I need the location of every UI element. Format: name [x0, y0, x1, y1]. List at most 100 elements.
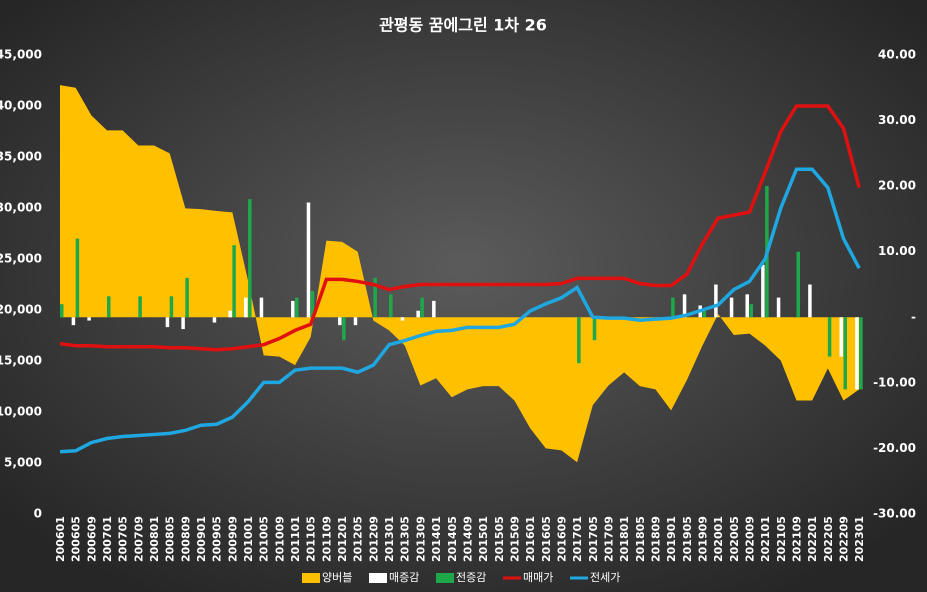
bar — [232, 245, 236, 318]
bar — [776, 297, 781, 318]
x-tick-label: 201209 — [367, 516, 380, 562]
x-tick-label: 200701 — [101, 516, 114, 562]
x-tick-label: 201905 — [681, 516, 694, 562]
x-tick-label: 201601 — [524, 516, 537, 562]
bar — [796, 251, 800, 318]
bar — [295, 297, 299, 318]
x-tick-label: 201405 — [446, 516, 459, 562]
bar — [839, 317, 843, 357]
bar — [291, 300, 295, 318]
bar — [310, 291, 315, 318]
bar — [827, 317, 832, 357]
x-tick-label: 202205 — [822, 516, 835, 562]
x-tick-label: 201401 — [430, 516, 443, 562]
bar — [671, 297, 675, 318]
bar — [212, 317, 217, 323]
x-tick-label: 201809 — [649, 516, 662, 562]
x-tick-label: 201605 — [540, 516, 553, 562]
x-tick-label: 201101 — [289, 516, 302, 562]
bar — [859, 317, 863, 390]
y2-tick-label: -30.00 — [873, 507, 916, 521]
x-tick-label: 201805 — [634, 516, 647, 562]
x-tick-label: 201305 — [399, 516, 412, 562]
chart-title: 관평동 꿈에그린 1차 26 — [379, 16, 547, 35]
y-tick-label: 0 — [34, 507, 42, 521]
x-tick-label: 201509 — [508, 516, 521, 562]
x-tick-label: 201705 — [587, 516, 600, 562]
bar — [169, 296, 174, 318]
area — [60, 85, 860, 463]
x-tick-label: 200905 — [211, 516, 224, 562]
bar — [682, 294, 687, 318]
line — [59, 167, 861, 454]
bar — [389, 294, 393, 318]
x-tick-label: 200605 — [70, 516, 83, 562]
x-tick-label: 201701 — [571, 516, 584, 562]
legend-swatch — [302, 573, 320, 583]
x-tick-label: 202001 — [712, 516, 725, 562]
y2-tick-label: -20.00 — [873, 441, 916, 455]
bar — [749, 304, 753, 318]
bar — [306, 202, 311, 318]
bar — [577, 317, 581, 364]
x-tick-label: 200609 — [85, 516, 98, 562]
x-tick-label: 201301 — [383, 516, 396, 562]
legend-label: 매증감 — [389, 571, 419, 584]
y2-tick-label: -10.00 — [873, 375, 916, 389]
x-tick-label: 201309 — [414, 516, 427, 562]
bar — [259, 297, 264, 318]
y-tick-label: 45,000 — [0, 48, 42, 62]
x-tick-label: 201001 — [242, 516, 255, 562]
x-tick-label: 201909 — [696, 516, 709, 562]
x-tick-label: 202109 — [790, 516, 803, 562]
bar — [714, 284, 718, 318]
x-tick-label: 200709 — [132, 516, 145, 562]
legend-label: 양버블 — [322, 571, 352, 584]
y-tick-label: 5,000 — [4, 456, 42, 470]
x-tick-label: 202105 — [775, 516, 788, 562]
x-tick-label: 201409 — [461, 516, 474, 562]
x-tick-label: 200809 — [179, 516, 192, 562]
x-tick-label: 201205 — [352, 516, 365, 562]
x-tick-label: 201609 — [555, 516, 568, 562]
x-tick-label: 201901 — [665, 516, 678, 562]
y-tick-label: 15,000 — [0, 354, 42, 368]
bar — [855, 317, 859, 390]
bar — [353, 317, 358, 326]
legend-label: 전증감 — [456, 571, 486, 584]
bar — [400, 317, 405, 321]
x-tick-label: 202101 — [759, 516, 772, 562]
bar — [107, 296, 111, 318]
y2-tick-label: 30.00 — [878, 113, 916, 127]
x-tick-label: 201801 — [618, 516, 631, 562]
bar — [181, 317, 185, 330]
bar — [432, 300, 436, 318]
bar — [843, 317, 847, 390]
x-tick-label: 201501 — [477, 516, 490, 562]
bar — [420, 297, 424, 318]
y2-tick-label: - — [911, 310, 916, 324]
x-tick-label: 200909 — [226, 516, 239, 562]
bar — [165, 317, 170, 328]
y-tick-label: 10,000 — [0, 405, 42, 419]
x-tick-label: 200901 — [195, 516, 208, 562]
bar — [761, 264, 765, 318]
y-tick-label: 30,000 — [0, 201, 42, 215]
legend-label: 전세가 — [590, 571, 620, 584]
bar — [244, 297, 248, 318]
x-tick-label: 202201 — [806, 516, 819, 562]
bar — [60, 304, 64, 318]
bar — [138, 296, 142, 318]
bar — [592, 317, 597, 341]
line — [59, 104, 861, 352]
x-tick-label: 200801 — [148, 516, 161, 562]
x-tick-label: 201005 — [258, 516, 271, 562]
x-tick-label: 202009 — [743, 516, 756, 562]
x-tick-label: 201109 — [320, 516, 333, 562]
bar — [228, 310, 232, 318]
x-tick-label: 202005 — [728, 516, 741, 562]
y2-tick-label: 10.00 — [878, 244, 916, 258]
bar — [373, 277, 377, 318]
legend-swatch — [436, 573, 454, 583]
